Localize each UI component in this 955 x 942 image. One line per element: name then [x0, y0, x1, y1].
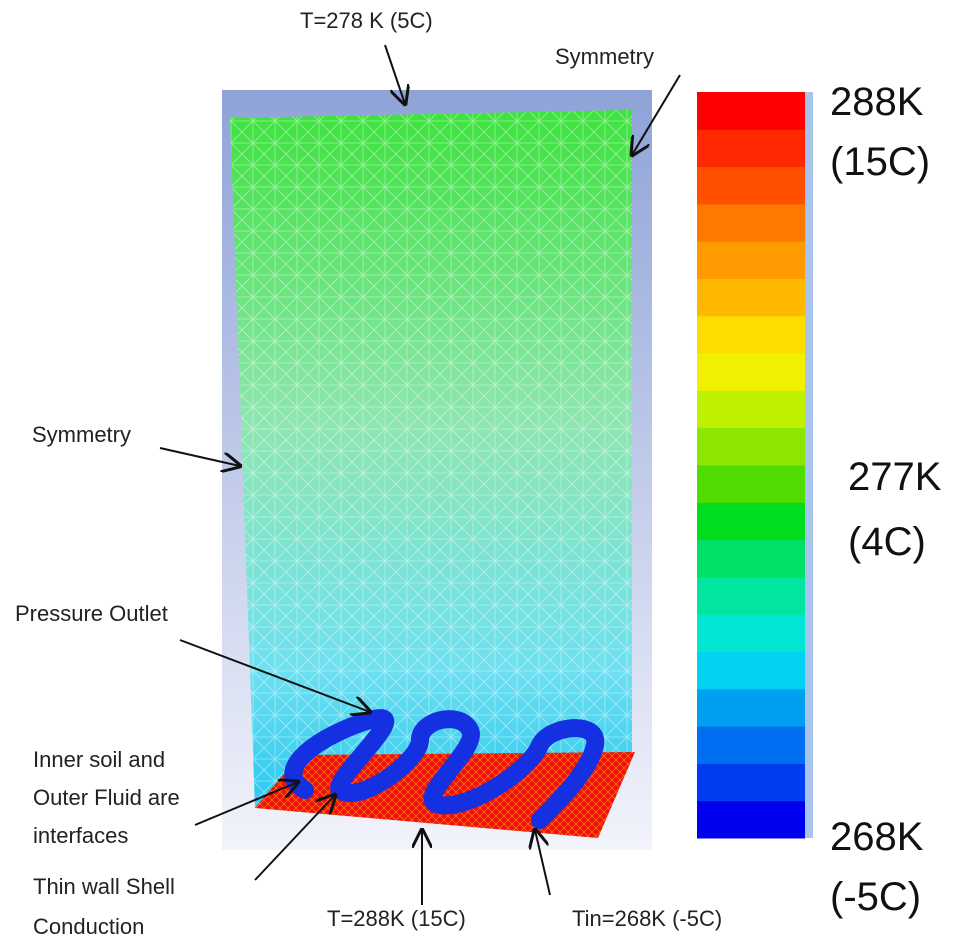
arrow: [194, 782, 298, 826]
colorbar-band: [697, 203, 805, 242]
annotation: T=288K (15C): [327, 906, 466, 931]
colorbar-band: [697, 353, 805, 391]
colorbar-band: [697, 129, 805, 168]
colorbar-band: [697, 241, 805, 279]
arrow: [632, 74, 681, 155]
annotation: Tin=268K (-5C): [572, 906, 722, 931]
colorbar: [697, 92, 813, 839]
colorbar-band: [697, 315, 805, 354]
colorbar-band: [697, 539, 805, 578]
colorbar-band: [697, 390, 805, 429]
colorbar-band: [697, 465, 805, 503]
annotation: Symmetry: [555, 44, 654, 69]
colorbar-band: [697, 688, 805, 727]
colorbar-band: [697, 763, 805, 802]
mesh-lines: [230, 110, 632, 808]
colorbar-label: 288K: [830, 80, 924, 124]
colorbar-label: 277K: [848, 455, 942, 499]
annotation: Pressure Outlet: [15, 601, 168, 626]
pipe: [284, 709, 605, 829]
arrow: [384, 44, 405, 104]
annotation: Thin wall Shell: [33, 874, 175, 899]
colorbar-band: [697, 166, 805, 205]
colorbar-band: [697, 614, 805, 652]
colorbar-band: [697, 726, 805, 764]
annotation: Symmetry: [32, 422, 131, 447]
colorbar-band: [697, 278, 805, 317]
annotation: Conduction: [33, 914, 144, 939]
colorbar-band: [697, 651, 805, 690]
annotation: Inner soil and: [33, 747, 165, 772]
colorbar-label: (-5C): [830, 875, 921, 919]
colorbar-label: (4C): [848, 520, 926, 564]
mesh-view: [222, 90, 652, 850]
arrow: [254, 795, 335, 881]
colorbar-edge: [805, 92, 813, 838]
colorbar-label: 268K: [830, 815, 924, 859]
arrow: [535, 830, 551, 896]
colorbar-label: (15C): [830, 140, 930, 184]
annotation: interfaces: [33, 823, 128, 848]
arrow: [179, 639, 370, 712]
arrows: [159, 44, 681, 905]
colorbar-band: [697, 800, 805, 839]
arrow: [159, 447, 240, 466]
colorbar-band: [697, 576, 805, 615]
annotation: Outer Fluid are: [33, 785, 180, 810]
colorbar-band: [697, 502, 805, 541]
colorbar-band: [697, 92, 805, 130]
annotation: T=278 K (5C): [300, 8, 433, 33]
colorbar-band: [697, 427, 805, 466]
